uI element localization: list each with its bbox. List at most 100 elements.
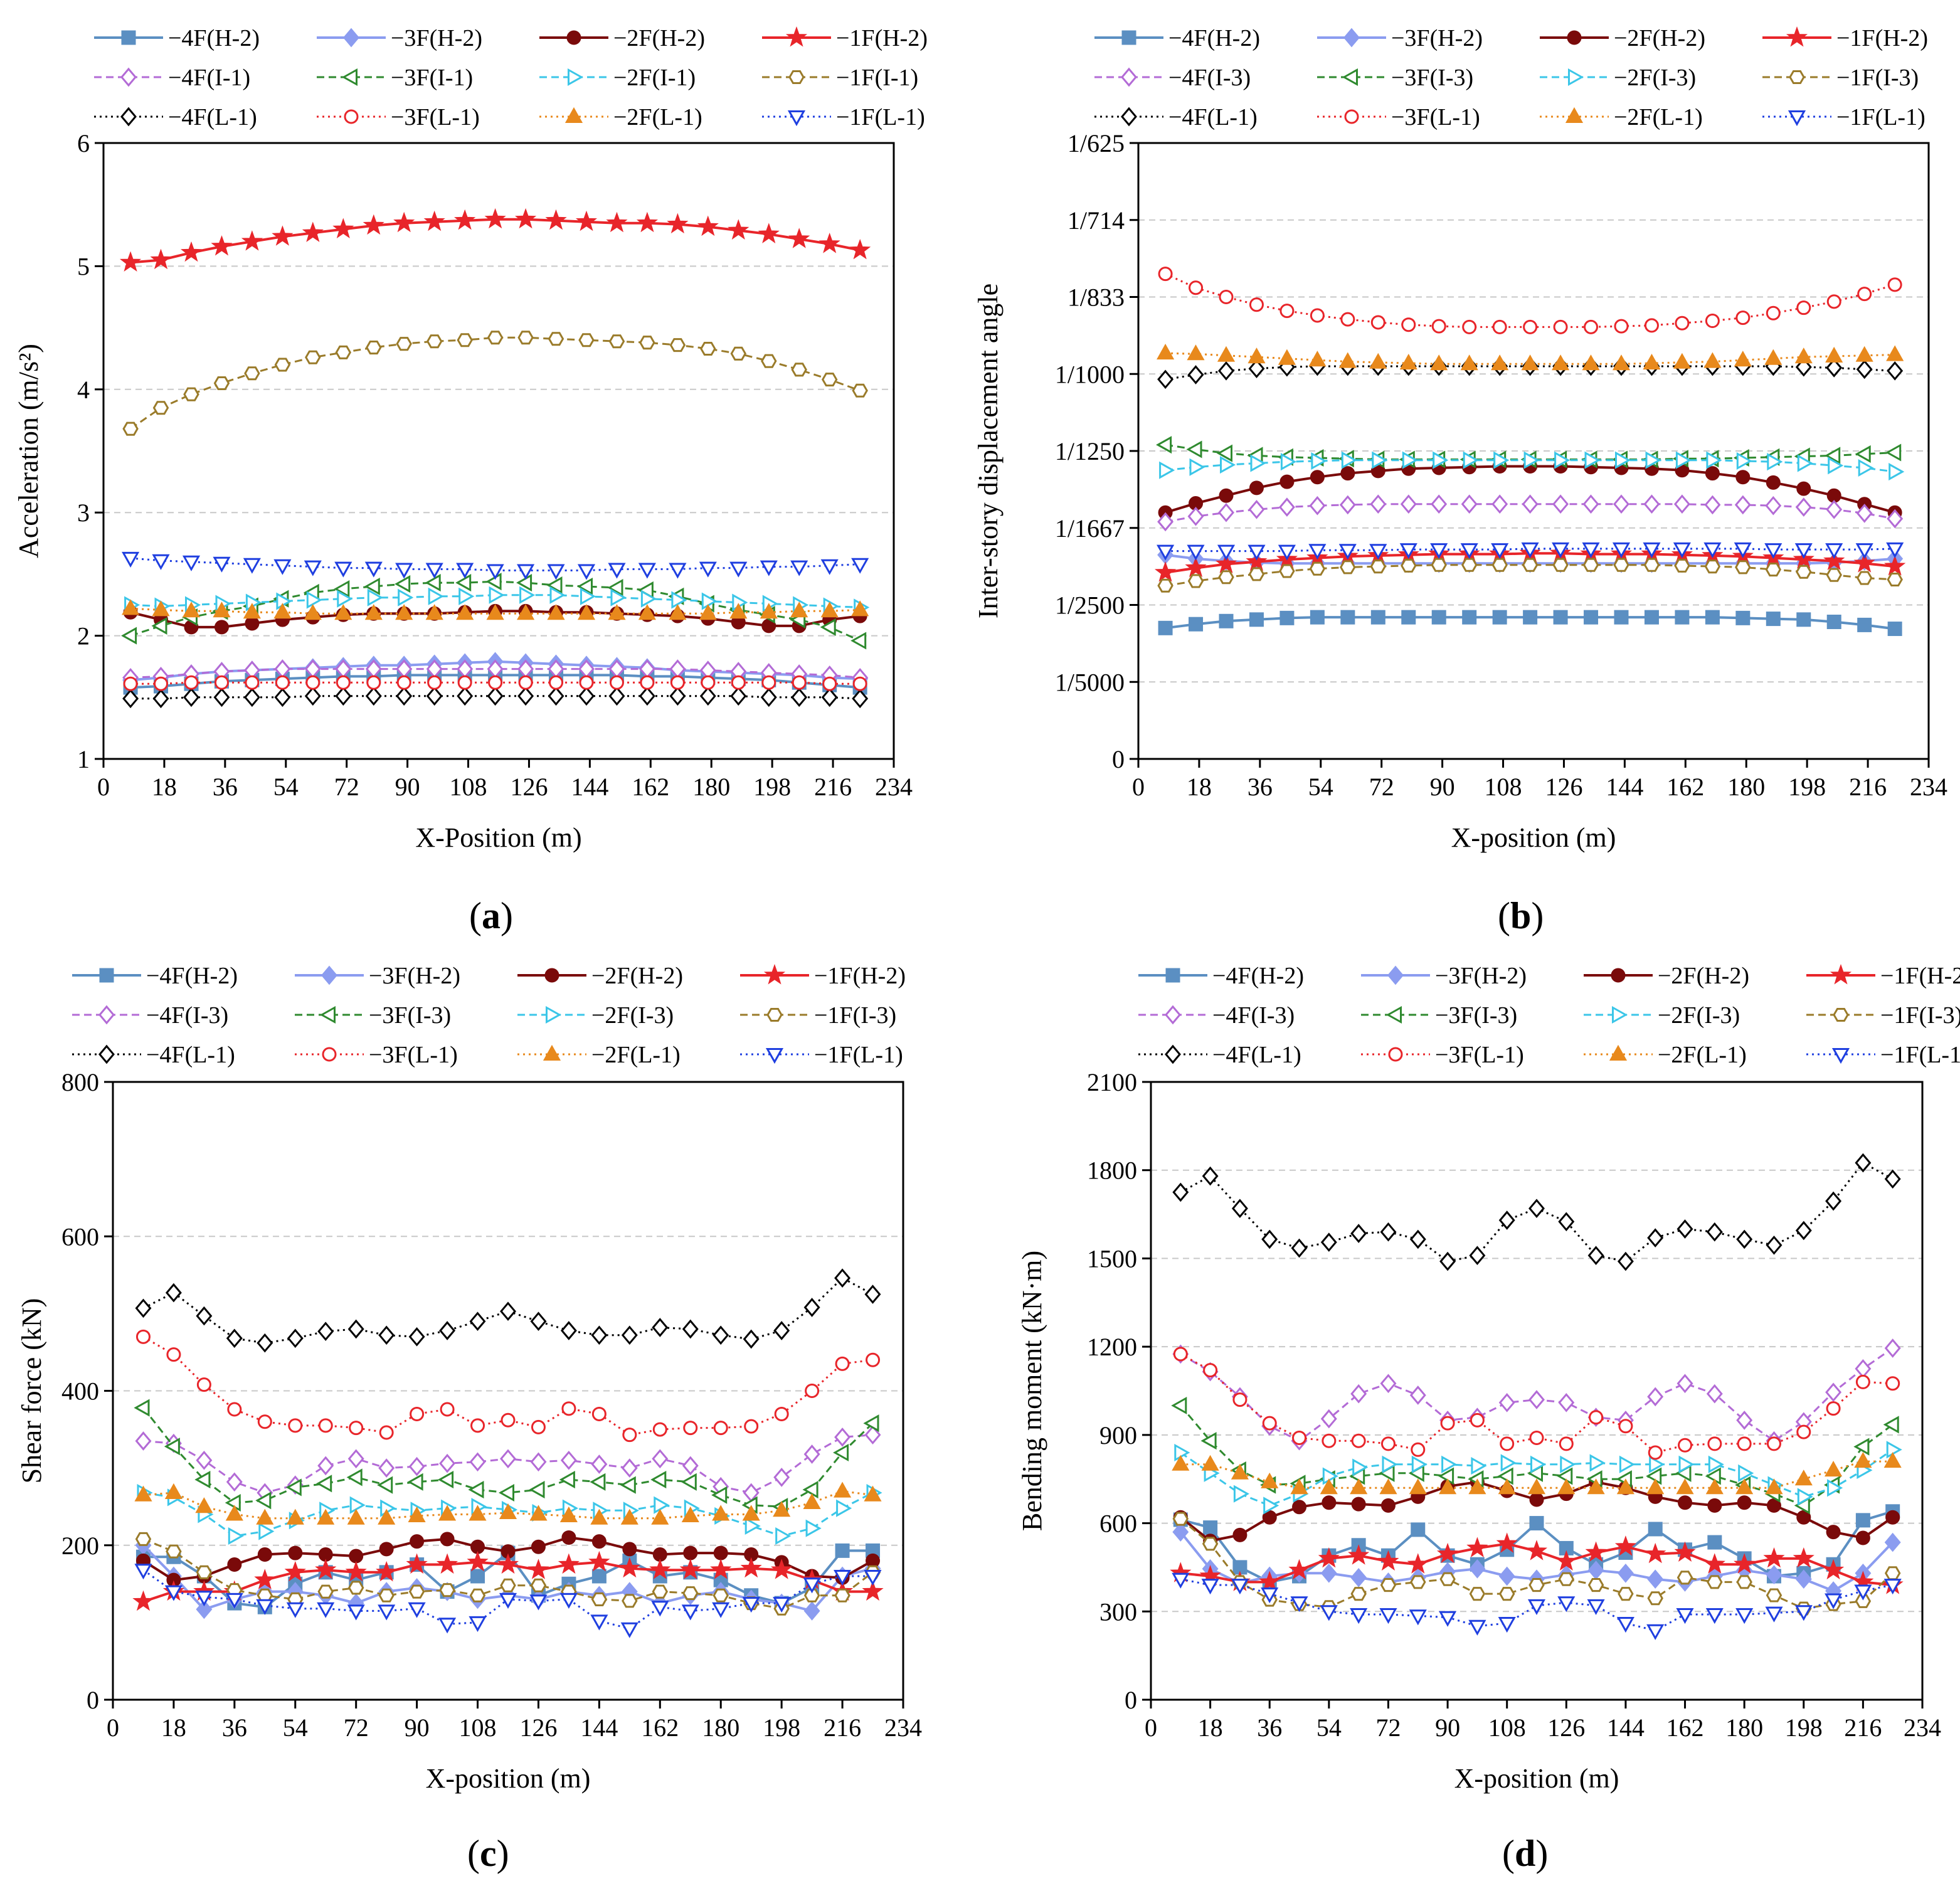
panel-label: (c) (467, 1833, 509, 1874)
data-point (651, 1601, 669, 1617)
data-point (591, 1534, 607, 1549)
data-point (590, 1473, 606, 1491)
data-point (1552, 494, 1569, 514)
data-point (1157, 544, 1175, 561)
legend-marker (568, 68, 584, 87)
legend-marker (121, 30, 136, 45)
data-point (638, 563, 656, 579)
legend-label: −1F(I-3) (1836, 65, 1919, 91)
data-point (1795, 1221, 1812, 1241)
data-point (135, 1431, 152, 1451)
data-point (1528, 1578, 1545, 1592)
legend-label: −3F(H-2) (369, 963, 460, 989)
data-point (851, 558, 869, 574)
legend-label: −2F(L-1) (591, 1042, 681, 1068)
legend-item: −2F(L-1) (1584, 1042, 1747, 1068)
y-tick-label: 1/714 (1067, 206, 1125, 235)
data-point (1200, 1432, 1217, 1450)
legend-label: −3F(L-1) (1391, 104, 1480, 130)
data-point (1292, 1500, 1307, 1515)
x-tick-label: 18 (161, 1714, 186, 1742)
data-point (579, 675, 594, 690)
data-point (1157, 578, 1173, 593)
data-point (1616, 1617, 1634, 1633)
data-point (1460, 543, 1478, 559)
data-point (760, 603, 778, 619)
data-point (183, 387, 199, 401)
legend-label: −2F(H-2) (1658, 963, 1749, 989)
legend-label: −3F(L-1) (391, 104, 480, 130)
data-point (213, 687, 230, 707)
data-point (1411, 1442, 1426, 1457)
y-tick-label: 1/1250 (1055, 437, 1125, 465)
legend-item: −2F(H-2) (1540, 25, 1705, 51)
data-point (122, 551, 140, 568)
data-point (1278, 349, 1296, 365)
data-point (620, 1622, 638, 1638)
legend-marker (766, 1008, 783, 1022)
data-point (1826, 358, 1843, 378)
plot-frame (1150, 1081, 1924, 1701)
data-point (560, 1450, 577, 1470)
data-point (651, 1508, 669, 1525)
data-point (457, 675, 472, 690)
data-point (286, 1508, 304, 1525)
y-tick-label: 2 (77, 622, 90, 650)
series-−4F(I-3) (135, 1425, 881, 1503)
data-point (740, 1557, 762, 1578)
data-point (1500, 1454, 1517, 1472)
data-point (851, 600, 869, 617)
legend-marker (1568, 68, 1584, 87)
legend-label: −2F(L-1) (613, 104, 702, 130)
data-point (1498, 1617, 1516, 1633)
data-point (1401, 610, 1416, 625)
data-point (395, 604, 413, 620)
data-point (1886, 345, 1904, 361)
data-point (1645, 1542, 1666, 1564)
x-tick-label: 198 (763, 1714, 800, 1742)
chart-panel-a: 0 18 36 54 72 90 108 126 144 162 180 198 216 23412345… (13, 25, 928, 936)
legend-item: −4F(I-3) (1094, 65, 1251, 91)
data-point (1201, 1579, 1219, 1595)
legend-item: −3F(H-2) (1317, 25, 1483, 51)
series-−2F(I-3) (1159, 451, 1905, 481)
data-point (1582, 542, 1600, 558)
data-point (1261, 1229, 1278, 1249)
data-point (1826, 1401, 1841, 1416)
data-point (164, 1438, 180, 1456)
data-point (317, 1322, 334, 1342)
legend-marker (1121, 107, 1137, 127)
data-point (1734, 542, 1752, 558)
data-point (1675, 315, 1690, 331)
y-tick-label: 0 (87, 1686, 99, 1714)
data-point (123, 676, 138, 691)
legend-marker (120, 107, 137, 127)
legend-item: −2F(H-2) (1584, 963, 1749, 989)
data-point (318, 1418, 333, 1433)
data-point (1352, 1458, 1369, 1476)
data-point (1409, 1385, 1426, 1405)
data-point (608, 334, 625, 349)
y-tick-label: 5 (77, 252, 90, 280)
data-point (1339, 495, 1356, 515)
legend-label: −2F(H-2) (591, 963, 683, 989)
data-point (1797, 454, 1813, 472)
data-point (1796, 564, 1812, 579)
data-point (803, 1588, 820, 1603)
series-−2F(L-1) (122, 599, 869, 620)
data-point (486, 604, 504, 620)
data-point (332, 218, 354, 239)
legend-label: −2F(L-1) (1658, 1042, 1747, 1068)
data-point (1496, 1532, 1518, 1553)
data-point (1172, 1454, 1190, 1471)
data-point (286, 1602, 304, 1618)
data-point (1855, 1374, 1870, 1389)
data-point (805, 1384, 820, 1398)
data-point (1735, 470, 1751, 485)
data-point (1764, 543, 1783, 559)
data-point (1338, 544, 1357, 560)
data-point (469, 1505, 487, 1521)
data-point (1248, 347, 1266, 364)
data-point (1350, 1567, 1367, 1587)
data-point (730, 686, 747, 706)
